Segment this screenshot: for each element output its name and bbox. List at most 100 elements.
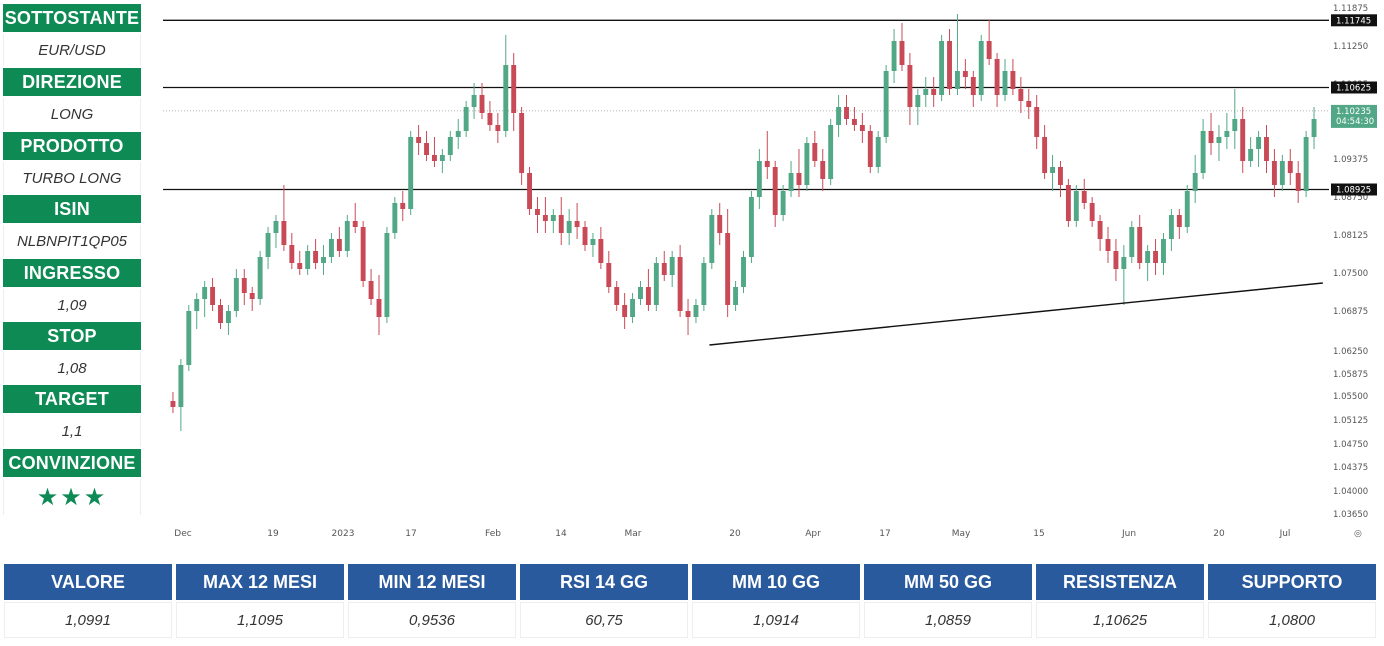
current-price-tag <box>1331 104 1377 128</box>
stat-header: MM 10 GG <box>692 564 860 600</box>
candle-body <box>907 65 913 107</box>
stat-value: 1,0800 <box>1208 602 1376 638</box>
stat-header: MM 50 GG <box>864 564 1032 600</box>
candle-body <box>257 257 263 299</box>
candle-body <box>804 143 810 185</box>
stat-column: MM 10 GG 1,0914 <box>692 564 860 640</box>
candle-body <box>313 251 319 263</box>
candle-body <box>986 41 992 59</box>
candle-body <box>321 257 326 263</box>
y-tick-label: 1.04000 <box>1333 487 1368 497</box>
candle-body <box>527 173 533 209</box>
candle-body <box>939 41 945 95</box>
candle-body <box>614 287 620 305</box>
x-tick-label: Apr <box>805 529 821 539</box>
info-label-isin: ISIN <box>3 195 141 223</box>
candle-body <box>1026 101 1032 107</box>
candle-body <box>511 65 517 113</box>
candle-body <box>994 59 1000 95</box>
candle-body <box>1010 71 1016 89</box>
info-value-prodotto: TURBO LONG <box>3 162 141 194</box>
candle-body <box>1200 131 1206 173</box>
candle-body <box>305 251 311 269</box>
info-label-sottostante: SOTTOSTANTE <box>3 4 141 32</box>
info-value-text: NLBNPIT1QP05 <box>16 232 128 250</box>
info-label-ingresso: INGRESSO <box>3 259 141 287</box>
candle-body <box>1002 71 1008 95</box>
trendline <box>709 282 1323 346</box>
price-tag <box>1331 14 1377 27</box>
x-tick-label: Mar <box>625 529 642 539</box>
info-value-convinzione: ★★★ <box>3 479 141 515</box>
info-label-target: TARGET <box>3 385 141 413</box>
candle-body <box>384 233 390 317</box>
candle-body <box>756 161 762 197</box>
stat-column: RSI 14 GG 60,75 <box>520 564 688 640</box>
stat-header: MIN 12 MESI <box>348 564 516 600</box>
candle-body <box>828 125 834 179</box>
candle-body <box>1168 215 1174 239</box>
candle-body <box>328 239 334 257</box>
candle-body <box>487 113 493 125</box>
candle-body <box>725 233 731 305</box>
settings-icon: ◎ <box>1354 529 1362 539</box>
candle-body <box>693 305 699 317</box>
info-label-convinzione: CONVINZIONE <box>3 449 141 477</box>
info-value-text: TURBO LONG <box>22 169 122 187</box>
y-tick-label: 1.09375 <box>1333 155 1368 165</box>
candle-body <box>748 197 754 257</box>
x-tick-label: 2023 <box>332 529 355 539</box>
y-tick-label: 1.08125 <box>1333 231 1368 241</box>
candle-body <box>344 221 350 251</box>
candle-body <box>653 263 659 305</box>
candle-body <box>432 155 437 161</box>
stat-value: 1,0914 <box>692 602 860 638</box>
y-tick-label: 1.05125 <box>1333 416 1368 426</box>
info-value-text: LONG <box>50 105 94 123</box>
candle-body <box>1089 203 1095 221</box>
stat-value: 1,0991 <box>4 602 172 638</box>
x-tick-label: 14 <box>555 529 567 539</box>
candle-body <box>701 263 707 305</box>
stat-value: 1,10625 <box>1036 602 1204 638</box>
price-tag <box>1331 81 1377 94</box>
candle-body <box>875 137 881 167</box>
candle-body <box>376 299 382 317</box>
candle-body <box>1176 215 1182 227</box>
price-chart: 1.118751.112501.106251.100001.093751.087… <box>143 0 1384 548</box>
candle-body <box>622 305 628 317</box>
y-tick-label: 1.07500 <box>1333 269 1368 279</box>
countdown-label: 04:54:30 <box>1336 117 1374 127</box>
candle-body <box>733 287 739 305</box>
stat-column: VALORE 1,0991 <box>4 564 172 640</box>
info-value-isin: NLBNPIT1QP05 <box>3 225 141 257</box>
stat-header: SUPPORTO <box>1208 564 1376 600</box>
candle-body <box>899 41 905 65</box>
candle-body <box>170 401 176 407</box>
candle-body <box>1192 173 1198 191</box>
candle-body <box>1216 137 1222 143</box>
candle-body <box>400 203 406 209</box>
x-tick-label: 20 <box>1213 529 1225 539</box>
stat-column: MM 50 GG 1,0859 <box>864 564 1032 640</box>
candle-body <box>535 209 540 215</box>
x-tick-label: May <box>952 529 971 539</box>
price-tag-label: 1.11745 <box>1336 16 1371 26</box>
x-tick-label: Jun <box>1121 529 1136 539</box>
current-price-label: 1.10235 <box>1336 107 1371 117</box>
candle-body <box>1129 227 1135 257</box>
info-value-text: 1,08 <box>57 359 87 377</box>
candle-body <box>844 107 849 119</box>
candle-body <box>297 263 303 269</box>
candle-body <box>669 257 675 275</box>
candle-body <box>891 41 897 71</box>
candle-body <box>1295 173 1301 191</box>
y-tick-label: 1.11250 <box>1333 42 1368 52</box>
candle-body <box>439 155 445 161</box>
candle-body <box>796 173 802 185</box>
candle-body <box>772 167 778 215</box>
candle-body <box>867 131 873 167</box>
candle-body <box>685 311 691 317</box>
candle-body <box>606 263 612 287</box>
x-tick-label: 15 <box>1033 529 1044 539</box>
